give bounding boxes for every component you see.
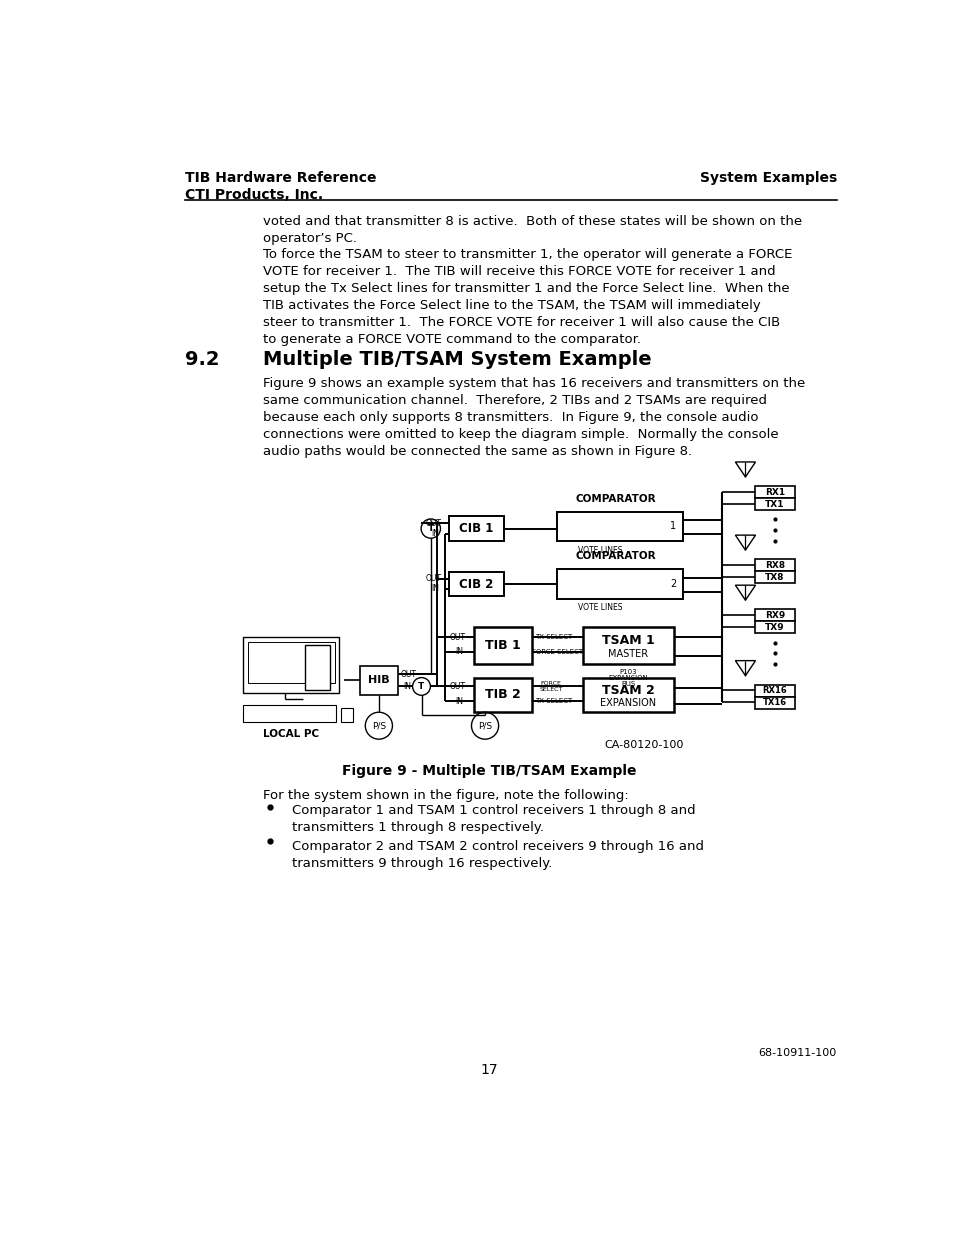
Text: Comparator 2 and TSAM 2 control receivers 9 through 16 and
transmitters 9 throug: Comparator 2 and TSAM 2 control receiver…: [292, 840, 703, 869]
Text: T: T: [427, 524, 434, 534]
Text: P/S: P/S: [477, 721, 492, 730]
Text: TX16: TX16: [762, 698, 786, 708]
Bar: [754, 621, 794, 634]
Bar: [305, 645, 330, 689]
Text: COMPARATOR: COMPARATOR: [575, 551, 656, 561]
Text: voted and that transmitter 8 is active.  Both of these states will be shown on t: voted and that transmitter 8 is active. …: [262, 215, 801, 246]
Text: CIB 1: CIB 1: [458, 522, 494, 535]
Text: TX SELECT: TX SELECT: [534, 634, 571, 640]
Text: TIB 1: TIB 1: [485, 640, 520, 652]
Text: COMPARATOR: COMPARATOR: [575, 494, 656, 504]
Bar: [582, 678, 674, 711]
Text: LOCAL PC: LOCAL PC: [263, 729, 319, 740]
Text: Figure 9 shows an example system that has 16 receivers and transmitters on the
s: Figure 9 shows an example system that ha…: [262, 377, 804, 458]
Bar: [243, 705, 335, 721]
Bar: [243, 637, 339, 693]
Text: P103: P103: [618, 669, 637, 674]
Text: FORCE
SELECT: FORCE SELECT: [538, 680, 562, 692]
Bar: [557, 569, 682, 599]
Bar: [474, 678, 532, 711]
Text: 1: 1: [670, 521, 676, 531]
Text: System Examples: System Examples: [699, 172, 836, 185]
Bar: [557, 511, 682, 541]
Text: IN: IN: [455, 697, 463, 705]
Text: For the system shown in the figure, note the following:: For the system shown in the figure, note…: [262, 789, 628, 802]
Text: MASTER: MASTER: [608, 650, 648, 659]
Text: RX8: RX8: [764, 561, 784, 569]
Text: EXPANSION: EXPANSION: [608, 676, 648, 680]
Text: CIB 2: CIB 2: [458, 578, 494, 590]
Text: 17: 17: [479, 1063, 497, 1077]
Text: VOTE LINES: VOTE LINES: [577, 546, 621, 555]
Bar: [448, 516, 504, 541]
Text: 9.2: 9.2: [185, 350, 219, 369]
Text: RX1: RX1: [764, 488, 784, 496]
Bar: [754, 685, 794, 697]
Bar: [474, 627, 532, 664]
Bar: [754, 697, 794, 709]
Bar: [754, 572, 794, 583]
Bar: [340, 708, 353, 721]
Text: EXPANSION: EXPANSION: [599, 698, 656, 708]
Text: OUT: OUT: [400, 669, 416, 678]
Bar: [448, 572, 504, 597]
Text: Figure 9 - Multiple TIB/TSAM Example: Figure 9 - Multiple TIB/TSAM Example: [341, 764, 636, 778]
Text: OUT: OUT: [425, 519, 440, 527]
Text: TX1: TX1: [764, 500, 783, 509]
Text: 68-10911-100: 68-10911-100: [758, 1047, 836, 1057]
Text: Comparator 1 and TSAM 1 control receivers 1 through 8 and
transmitters 1 through: Comparator 1 and TSAM 1 control receiver…: [292, 804, 695, 834]
Text: TIB Hardware Reference: TIB Hardware Reference: [185, 172, 376, 185]
Bar: [359, 666, 397, 695]
Text: OUT: OUT: [449, 632, 465, 642]
Text: CTI Products, Inc.: CTI Products, Inc.: [185, 188, 323, 203]
Text: P/S: P/S: [372, 721, 386, 730]
Text: IN: IN: [431, 584, 439, 593]
Text: RX16: RX16: [761, 687, 786, 695]
Text: To force the TSAM to steer to transmitter 1, the operator will generate a FORCE
: To force the TSAM to steer to transmitte…: [262, 248, 791, 346]
Bar: [754, 609, 794, 621]
Text: BUS: BUS: [620, 682, 635, 687]
Text: TSAM 1: TSAM 1: [601, 635, 654, 647]
Text: TX9: TX9: [764, 622, 784, 632]
Text: OUT: OUT: [449, 682, 465, 690]
Text: RX9: RX9: [764, 611, 784, 620]
Text: T: T: [418, 682, 424, 690]
Bar: [754, 498, 794, 510]
Bar: [582, 627, 674, 664]
Text: 2: 2: [670, 579, 676, 589]
Text: OUT: OUT: [425, 574, 440, 583]
Text: Multiple TIB/TSAM System Example: Multiple TIB/TSAM System Example: [262, 350, 651, 369]
Text: IN: IN: [403, 682, 411, 690]
Text: IN: IN: [455, 647, 463, 656]
Bar: [754, 559, 794, 572]
Text: VOTE LINES: VOTE LINES: [577, 604, 621, 613]
Text: IN: IN: [431, 529, 439, 537]
Bar: [248, 642, 335, 683]
Text: FORCE SELECT: FORCE SELECT: [531, 648, 582, 655]
Text: HIB: HIB: [368, 676, 389, 685]
Text: TIB 2: TIB 2: [485, 688, 520, 701]
Text: TX SELECT: TX SELECT: [534, 698, 571, 704]
Text: TX8: TX8: [764, 573, 783, 582]
Text: TSAM 2: TSAM 2: [601, 684, 654, 697]
Text: CA-80120-100: CA-80120-100: [603, 740, 682, 750]
Bar: [754, 487, 794, 498]
